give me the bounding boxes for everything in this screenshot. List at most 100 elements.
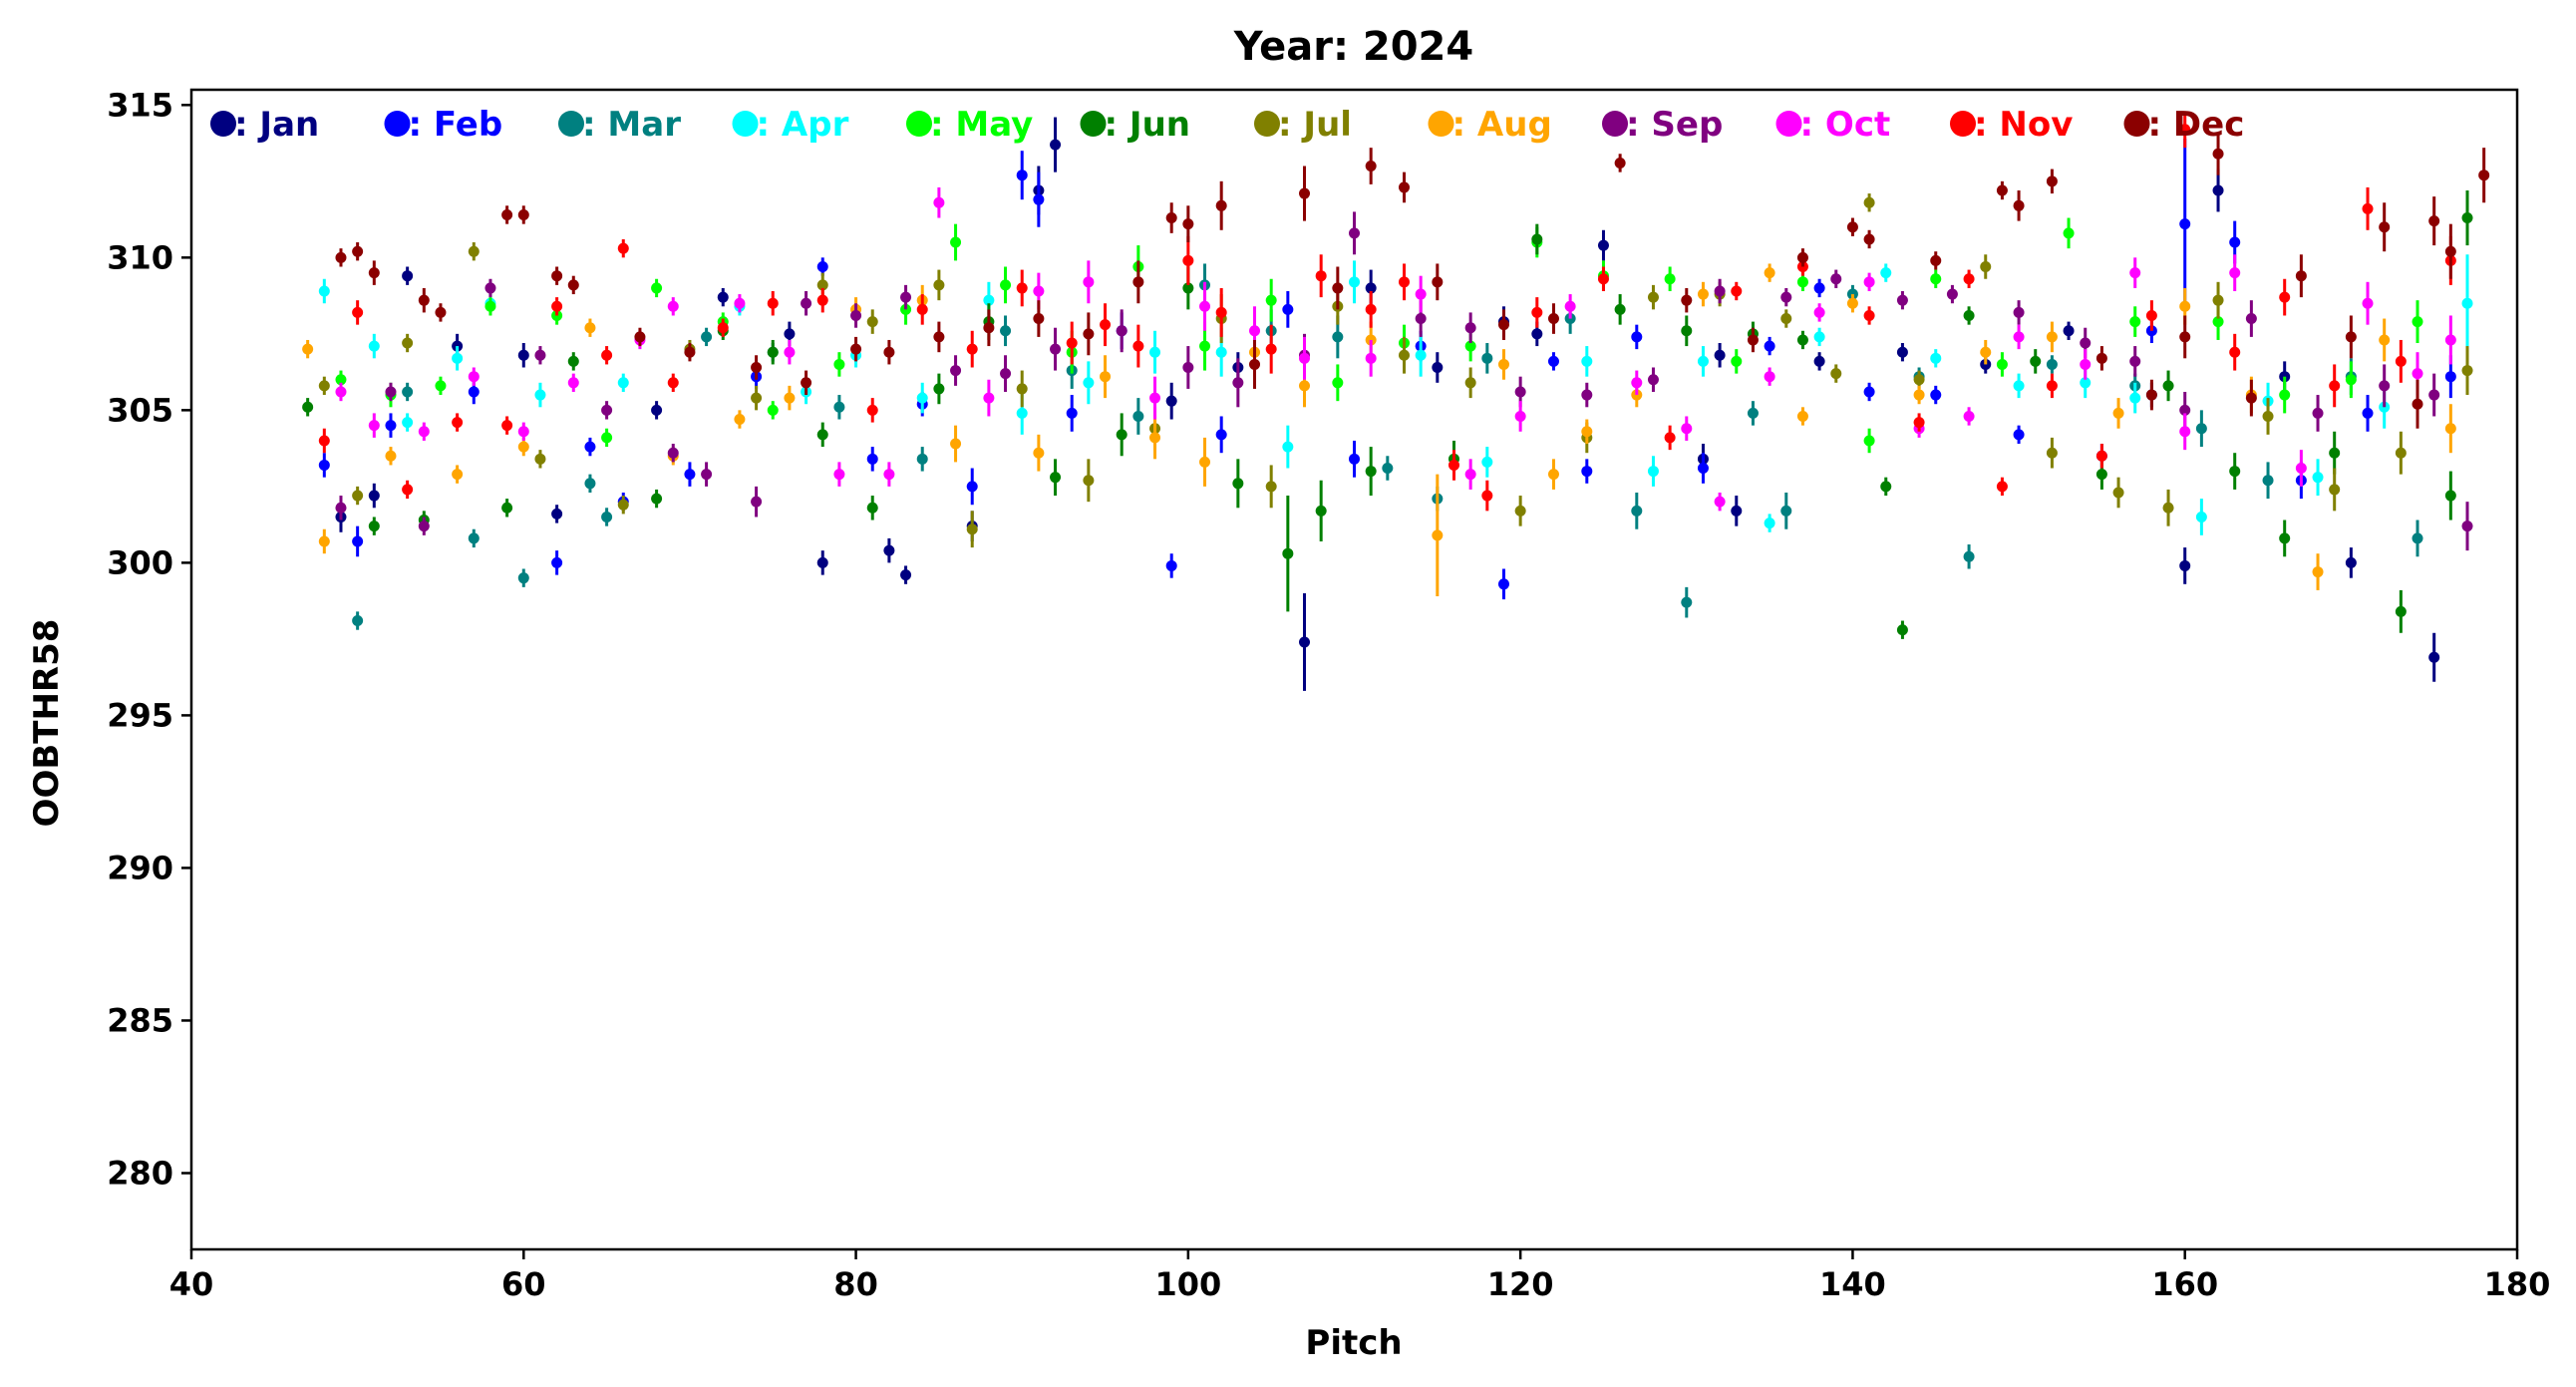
- data-point: [1481, 490, 1493, 502]
- data-point: [1896, 294, 1908, 306]
- data-point: [784, 392, 796, 404]
- data-point: [1282, 547, 1294, 559]
- data-point: [1116, 325, 1127, 337]
- data-point: [1016, 282, 1028, 294]
- data-point: [866, 316, 878, 328]
- data-point: [833, 401, 845, 413]
- x-axis-title: Pitch: [1305, 1323, 1402, 1363]
- data-point: [501, 420, 513, 432]
- data-point: [2229, 267, 2241, 279]
- data-point: [2345, 374, 2357, 386]
- data-point: [850, 309, 862, 321]
- y-tick-label: 280: [107, 1154, 173, 1192]
- data-point: [933, 279, 945, 291]
- data-point: [2013, 331, 2025, 343]
- data-point: [1365, 161, 1377, 173]
- data-point: [2444, 245, 2456, 257]
- data-point: [1215, 199, 1227, 211]
- data-point: [1747, 334, 1759, 346]
- series-aug: [302, 263, 2456, 597]
- data-point: [1697, 288, 1709, 300]
- data-point: [1299, 352, 1311, 364]
- data-point: [551, 508, 563, 520]
- data-point: [2013, 306, 2025, 318]
- data-point: [2145, 309, 2157, 321]
- data-point: [1647, 466, 1659, 478]
- data-point: [1050, 139, 1062, 151]
- data-point: [1863, 196, 1875, 208]
- data-point: [866, 453, 878, 465]
- data-point: [966, 481, 978, 493]
- data-point: [2080, 358, 2092, 370]
- data-point: [2229, 346, 2241, 358]
- data-point: [717, 322, 729, 334]
- data-point: [402, 386, 414, 398]
- data-point: [684, 469, 696, 481]
- data-point: [1132, 410, 1144, 422]
- legend: : Jan: Feb: Mar: Apr: May: Jun: Jul: Aug…: [210, 105, 2244, 145]
- data-point: [1747, 407, 1759, 419]
- legend-label: : Apr: [757, 105, 849, 145]
- legend-label: : Sep: [1626, 105, 1723, 145]
- data-point: [484, 282, 496, 294]
- data-point: [816, 556, 828, 568]
- data-point: [2229, 466, 2241, 478]
- data-point: [2379, 380, 2391, 392]
- data-point: [335, 374, 347, 386]
- legend-marker: [1080, 111, 1107, 137]
- data-point: [1531, 328, 1543, 340]
- data-point: [335, 502, 347, 514]
- data-point: [2345, 556, 2357, 568]
- legend-label: : Oct: [1800, 105, 1891, 145]
- data-point: [1846, 297, 1858, 309]
- data-point: [1199, 340, 1211, 352]
- data-point: [1215, 306, 1227, 318]
- data-point: [1349, 276, 1360, 288]
- data-point: [1996, 184, 2008, 196]
- data-point: [1249, 325, 1261, 337]
- data-point: [1497, 578, 1509, 590]
- data-point: [950, 365, 962, 377]
- data-point: [1913, 374, 1925, 386]
- data-point: [551, 300, 563, 312]
- data-point: [1514, 386, 1526, 398]
- data-point: [1116, 429, 1127, 441]
- legend-marker: [1602, 111, 1628, 137]
- data-point: [2279, 532, 2291, 544]
- series-jul: [318, 193, 2473, 548]
- data-point: [2395, 605, 2407, 617]
- data-point: [468, 371, 480, 383]
- chart-title: Year: 2024: [1233, 24, 1473, 70]
- data-point: [2329, 380, 2341, 392]
- data-point: [2379, 221, 2391, 233]
- data-point: [2412, 532, 2423, 544]
- data-point: [435, 306, 447, 318]
- data-point: [1365, 352, 1377, 364]
- data-point: [1497, 358, 1509, 370]
- data-point: [2129, 267, 2141, 279]
- legend-marker: [1254, 111, 1280, 137]
- y-axis-title: OOBTHR58: [27, 619, 67, 828]
- data-point: [933, 331, 945, 343]
- data-point: [1930, 254, 1942, 266]
- data-point: [1415, 288, 1427, 300]
- legend-label: : Jun: [1105, 105, 1191, 145]
- y-tick-label: 295: [107, 696, 173, 734]
- data-point: [1165, 395, 1177, 407]
- data-point: [2461, 365, 2473, 377]
- data-point: [1631, 331, 1643, 343]
- data-point: [368, 267, 380, 279]
- data-point: [402, 270, 414, 282]
- data-point: [2046, 380, 2058, 392]
- data-point: [1448, 459, 1459, 471]
- data-point: [933, 196, 945, 208]
- data-point: [1249, 358, 1261, 370]
- data-point: [551, 556, 563, 568]
- data-point: [2095, 352, 2107, 364]
- series-jan: [335, 117, 2440, 691]
- data-point: [418, 520, 430, 532]
- data-point: [1315, 270, 1327, 282]
- data-point: [2478, 170, 2490, 181]
- data-point: [1182, 254, 1194, 266]
